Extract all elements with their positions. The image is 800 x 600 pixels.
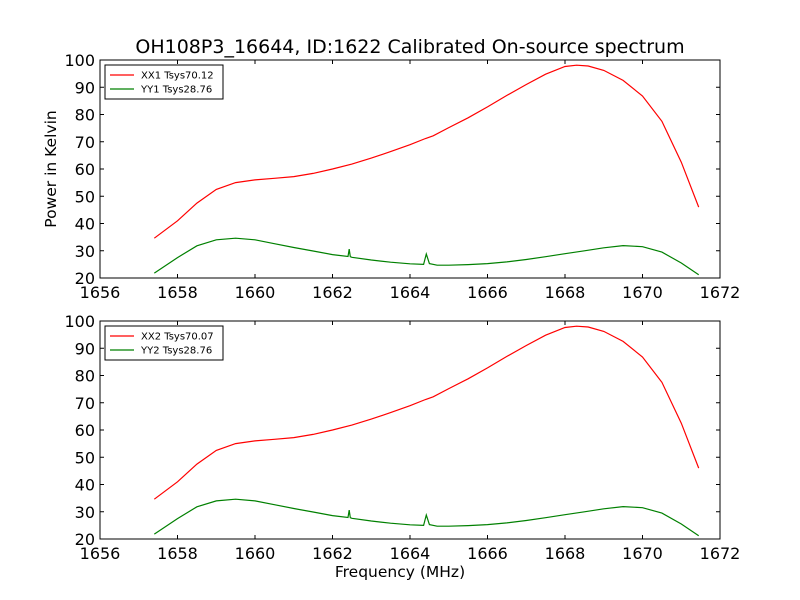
x-axis-label: Frequency (MHz) [335,563,465,581]
y-tick-label: 70 [75,133,95,152]
y-tick-label: 60 [75,421,95,440]
x-tick-label: 1670 [622,283,663,302]
x-tick-label: 1658 [157,283,198,302]
x-tick-label: 1662 [312,544,353,563]
series-line-2-1 [153,325,700,500]
y-tick-label: 90 [75,339,95,358]
y-tick-label: 20 [75,269,95,288]
legend-box [104,64,224,100]
y-axis-label: Power in Kelvin [42,110,60,227]
legend-entry: YY2 Tsys28.76 [140,346,212,357]
x-tick-label: 1664 [390,544,431,563]
legend-box [104,325,224,361]
legend: XX2 Tsys70.07 YY2 Tsys28.76 [104,325,224,361]
series-line-1-1 [153,64,700,239]
x-tick-label: 1660 [235,544,276,563]
x-tick-label: 1658 [157,544,198,563]
y-tick-label: 90 [75,78,95,97]
x-tick-label: 1662 [312,283,353,302]
x-tick-label: 1668 [545,544,586,563]
x-tick-label: 1668 [545,283,586,302]
y-tick-label: 60 [75,160,95,179]
chart-panel-2: 1656 1658 1660 1662 1664 1666 1668 1670 1672 20 30… [64,312,740,581]
y-tick-label: 40 [75,215,95,234]
x-tick-label: 1660 [235,283,276,302]
series-line-2-2 [153,498,700,537]
y-tick-label: 40 [75,476,95,495]
x-tick-label: 1666 [467,283,508,302]
y-tick-label: 80 [75,106,95,125]
y-tick-label: 30 [75,503,95,522]
y-tick-label: 70 [75,394,95,413]
x-tick-label: 1666 [467,544,508,563]
legend-entry: XX1 Tsys70.12 [141,71,214,82]
chart-panel-1: 1656 1658 1660 1662 1664 1666 1668 1670 1672 20 30… [42,51,740,302]
series-line-1-2 [153,237,700,276]
x-tick-label: 1656 [80,283,121,302]
legend-entry: YY1 Tsys28.76 [140,85,212,96]
y-tick-label: 50 [75,187,95,206]
y-tick-label: 100 [64,312,95,331]
y-tick-label: 100 [64,51,95,70]
x-tick-label: 1672 [700,544,741,563]
y-tick-label: 80 [75,367,95,386]
y-tick-label: 20 [75,530,95,549]
x-tick-label: 1656 [80,544,121,563]
figure-title: OH108P3_16644, ID:1622 Calibrated On-sou… [135,36,684,58]
x-tick-label: 1672 [700,283,741,302]
legend-entry: XX2 Tsys70.07 [141,332,214,343]
y-tick-label: 30 [75,242,95,261]
legend: XX1 Tsys70.12 YY1 Tsys28.76 [104,64,224,100]
x-tick-label: 1670 [622,544,663,563]
y-tick-label: 50 [75,448,95,467]
x-tick-label: 1664 [390,283,431,302]
